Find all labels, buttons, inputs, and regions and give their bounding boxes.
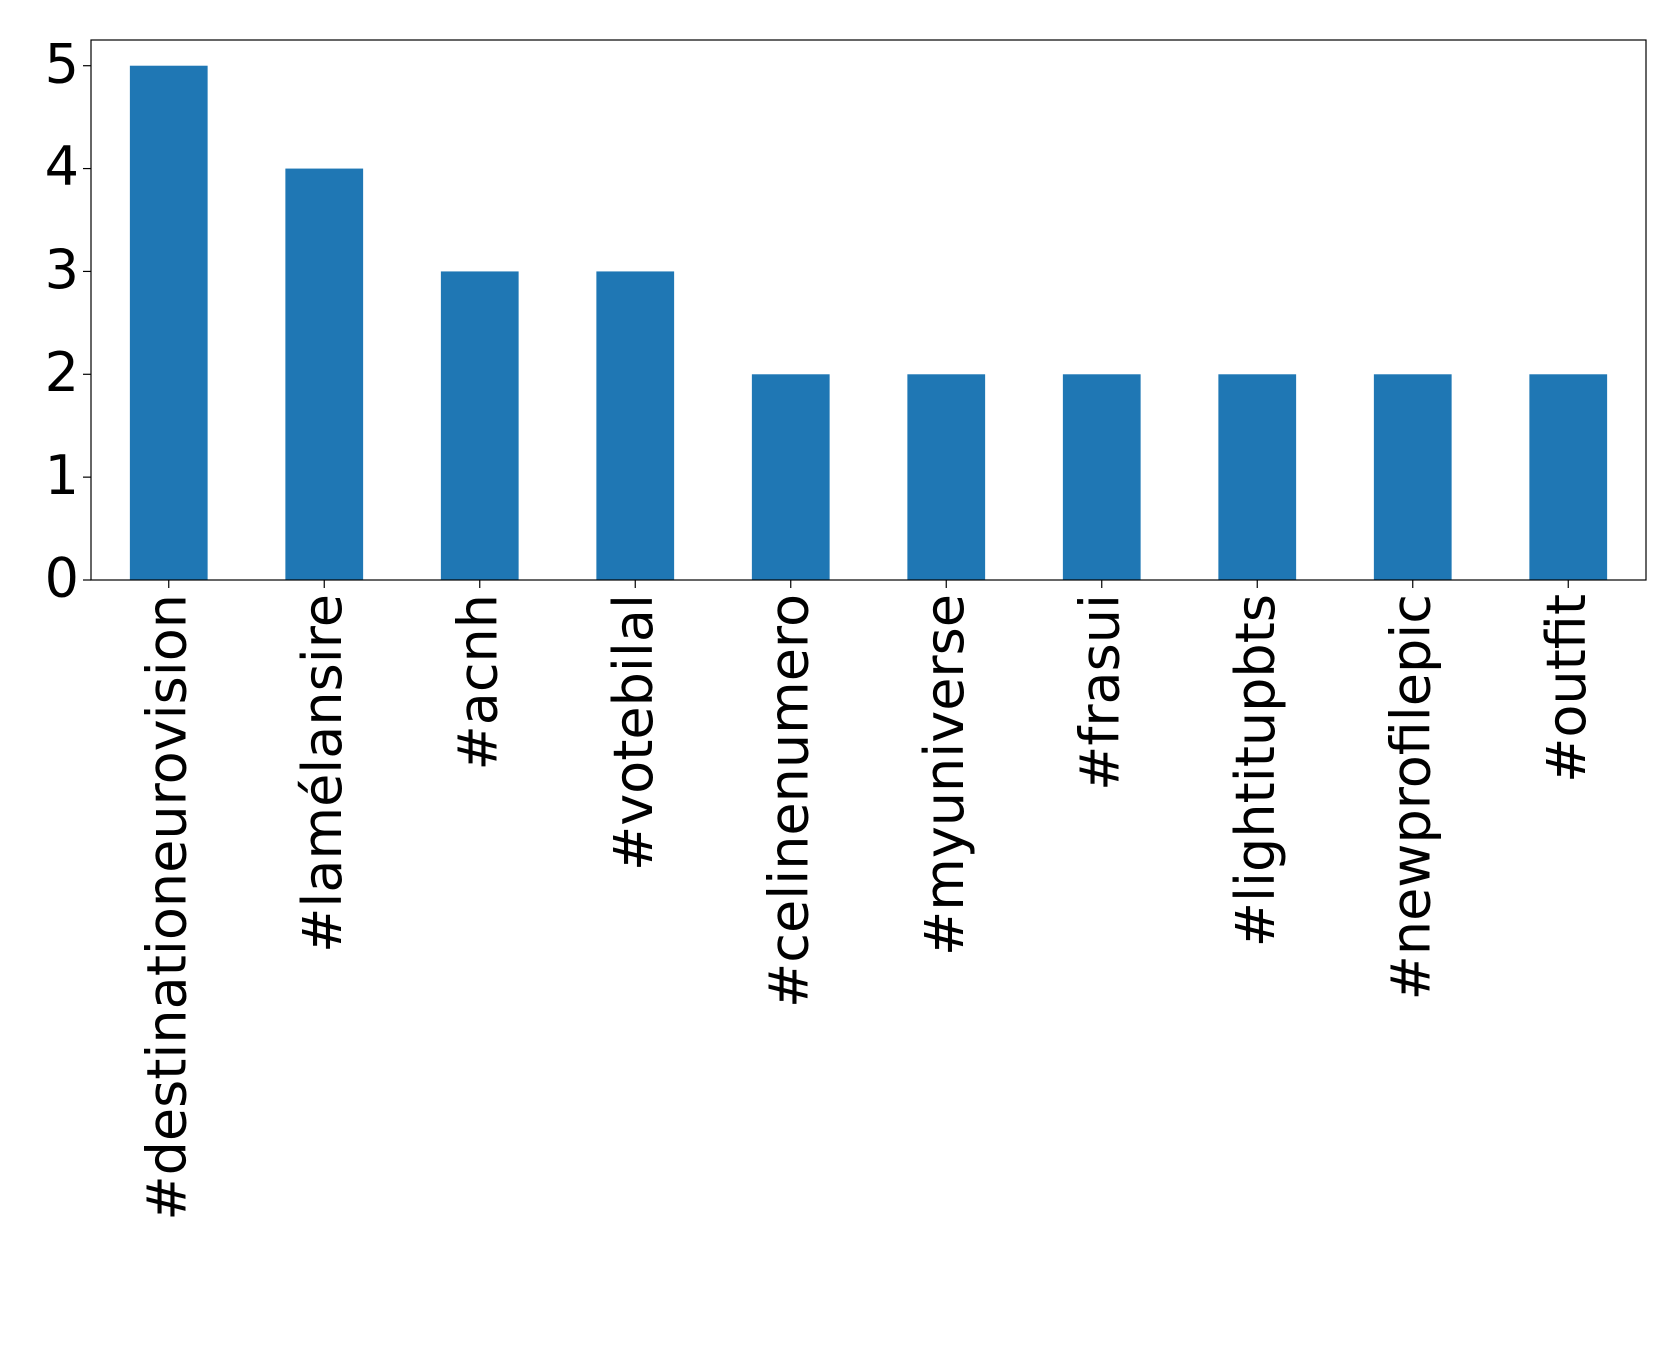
y-tick-label: 5	[45, 32, 79, 95]
bar	[907, 374, 986, 580]
bar	[1218, 374, 1297, 580]
bar	[1373, 374, 1452, 580]
bar	[751, 374, 830, 580]
x-tick-label: #newprofilepic	[1379, 594, 1442, 1000]
bar	[285, 168, 364, 581]
x-tick-label: #destinationeurovision	[135, 594, 198, 1221]
y-tick-label: 3	[45, 238, 79, 301]
bar	[596, 271, 675, 580]
y-tick-label: 4	[45, 135, 79, 198]
bar	[1062, 374, 1141, 580]
x-tick-label: #celinenumero	[757, 594, 820, 1008]
y-tick-label: 0	[45, 547, 79, 610]
axes-frame	[90, 39, 1647, 581]
x-tick-label: #acnh	[446, 594, 509, 770]
x-tick-label: #lightitupbts	[1224, 594, 1287, 947]
y-tick-label: 1	[45, 444, 79, 507]
bar	[1529, 374, 1608, 580]
y-tick-label: 2	[45, 341, 79, 404]
bar	[129, 65, 208, 580]
x-tick-label: #frasui	[1068, 594, 1131, 791]
bar	[440, 271, 519, 580]
x-tick-label: #lamélansire	[291, 594, 354, 953]
x-tick-label: #myuniverse	[913, 594, 976, 956]
x-tick-label: #outfit	[1535, 594, 1598, 783]
x-tick-label: #votebilal	[602, 594, 665, 871]
